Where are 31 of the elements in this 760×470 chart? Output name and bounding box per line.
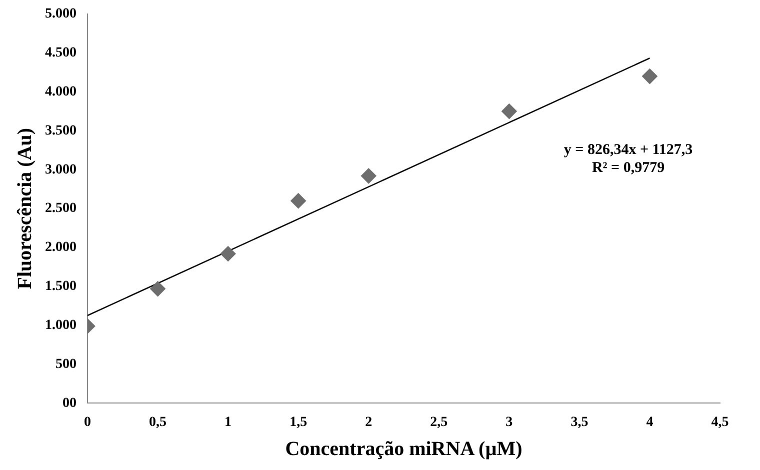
point — [290, 193, 306, 208]
x-tick-label: 1 — [224, 415, 232, 430]
point — [502, 104, 517, 119]
point — [150, 281, 166, 296]
x-tick-label: 0,5 — [149, 415, 167, 430]
y-tick-label: 2.500 — [45, 201, 76, 216]
y-tick-label: 3.500 — [45, 123, 76, 138]
annotation: R² = 0,9779 — [592, 160, 665, 176]
y-axis-title: Fluorescência (Au) — [14, 128, 36, 290]
y-tick-label: 00 — [62, 396, 76, 411]
y-tick-label: 2.000 — [45, 240, 76, 256]
x-tick-label: 1,5 — [290, 415, 308, 430]
annotation: y = 826,34x + 1127,3 — [564, 142, 693, 158]
y-tick-label: 500 — [56, 356, 76, 372]
y-tick-label: 4.500 — [45, 46, 76, 61]
x-axis-title: Concentração miRNA (µM) — [285, 438, 522, 460]
y-tick-label: 1.000 — [45, 318, 76, 333]
y-tick-label: 1.500 — [45, 279, 76, 294]
x-tick-label: 4 — [646, 415, 654, 430]
x-tick-label: 4,5 — [711, 415, 729, 430]
x-tick-label: 3,5 — [570, 415, 588, 430]
y-tick-label: 4.000 — [45, 84, 76, 100]
point — [360, 168, 376, 184]
x-tick-label: 3 — [506, 415, 513, 430]
x-tick-label: 2,5 — [430, 415, 448, 430]
y-tick-label: 5.000 — [45, 6, 76, 22]
y-tick-label: 3.000 — [45, 162, 76, 178]
x-tick-label: 0 — [84, 415, 91, 430]
x-tick-label: 2 — [365, 415, 372, 430]
point — [642, 68, 658, 84]
point — [220, 246, 236, 262]
